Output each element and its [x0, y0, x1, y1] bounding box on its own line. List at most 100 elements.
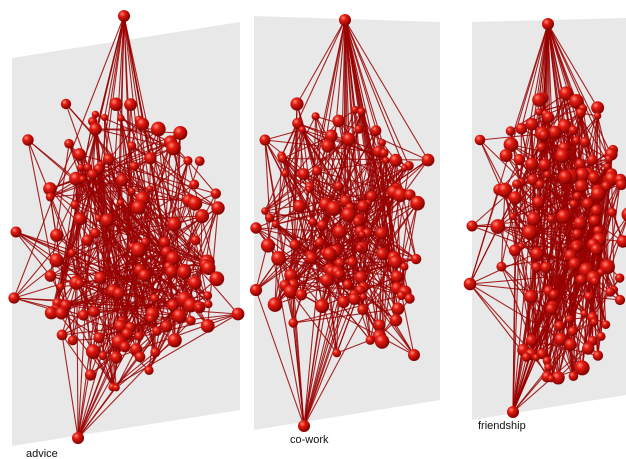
network-node: [607, 207, 617, 217]
network-node: [271, 251, 286, 266]
network-edge: [547, 23, 612, 155]
network-node: [160, 320, 173, 333]
network-node: [569, 94, 584, 109]
network-edge: [274, 129, 303, 305]
network-node: [315, 298, 330, 314]
network-edge: [360, 111, 403, 262]
network-edge: [68, 143, 153, 315]
network-edge: [78, 154, 131, 328]
network-edge: [531, 173, 590, 341]
network-node: [356, 244, 364, 252]
network-node: [60, 98, 72, 110]
network-node: [567, 326, 578, 337]
network-node: [568, 257, 582, 271]
network-edge: [78, 202, 122, 284]
network-node: [365, 335, 375, 345]
network-edge: [134, 165, 219, 209]
network-node: [324, 129, 338, 143]
network-edge: [27, 139, 62, 314]
network-node: [49, 253, 64, 268]
network-node: [532, 353, 540, 362]
network-edge: [264, 139, 271, 218]
network-node: [524, 289, 538, 304]
network-edge: [597, 193, 607, 325]
network-node: [505, 126, 516, 136]
network-edge: [55, 309, 117, 389]
network-edge: [500, 266, 533, 341]
network-node: [165, 265, 178, 278]
network-node: [283, 284, 298, 299]
network-node: [605, 287, 616, 297]
network-node: [513, 154, 525, 166]
network-node: [389, 153, 403, 167]
network-node: [463, 277, 477, 291]
network-node: [136, 117, 150, 131]
network-edge: [557, 269, 587, 379]
network-node: [129, 161, 139, 171]
network-edge: [281, 123, 299, 157]
network-node: [188, 276, 202, 290]
network-edge: [144, 188, 151, 276]
network-edge: [362, 257, 395, 310]
network-edge: [520, 124, 533, 247]
network-edge: [292, 284, 305, 427]
network-edge: [522, 230, 599, 351]
network-node: [547, 215, 556, 224]
network-edge: [311, 194, 401, 259]
network-node: [284, 268, 298, 283]
network-edge: [149, 158, 168, 253]
network-node: [374, 334, 390, 349]
network-edge: [15, 231, 174, 306]
network-edge: [538, 99, 589, 349]
network-edge: [538, 23, 549, 101]
network-node: [200, 319, 215, 333]
network-node: [87, 169, 98, 180]
network-edge: [49, 196, 74, 341]
network-node: [574, 360, 590, 376]
network-edge: [547, 23, 599, 108]
network-node: [312, 166, 322, 176]
network-node: [526, 211, 541, 226]
network-node: [359, 293, 368, 301]
network-edge: [369, 194, 401, 341]
network-node: [167, 217, 182, 232]
network-node: [203, 291, 213, 300]
network-node: [281, 169, 290, 178]
network-node: [378, 138, 387, 147]
network-node: [334, 181, 344, 191]
network-edge: [284, 116, 317, 174]
network-node: [621, 207, 626, 222]
network-node: [167, 333, 182, 348]
network-node: [568, 371, 579, 382]
network-node: [187, 196, 203, 211]
network-node: [249, 283, 263, 297]
network-node: [542, 111, 555, 124]
network-edge: [13, 15, 125, 299]
network-node: [615, 273, 625, 283]
network-node: [521, 352, 532, 362]
network-edge: [547, 23, 577, 102]
network-node: [590, 243, 603, 256]
network-node: [73, 148, 86, 161]
network-node: [90, 227, 101, 239]
network-edge: [344, 19, 410, 167]
network-node: [67, 335, 78, 346]
network-node: [354, 124, 364, 134]
network-node: [320, 273, 334, 288]
network-node: [532, 93, 546, 107]
network-edge: [61, 334, 79, 439]
network-edge: [359, 165, 410, 221]
nodes-advice: [8, 10, 245, 444]
network-node: [69, 171, 84, 186]
network-node: [614, 294, 626, 306]
network-node: [527, 174, 539, 186]
network-edge: [289, 291, 305, 427]
network-edge: [57, 178, 77, 304]
network-node: [358, 231, 366, 239]
network-node: [532, 196, 545, 209]
network-node: [204, 300, 213, 309]
network-edge: [360, 111, 380, 152]
network-node: [124, 98, 137, 111]
network-node: [393, 187, 408, 203]
network-edge: [61, 334, 92, 376]
